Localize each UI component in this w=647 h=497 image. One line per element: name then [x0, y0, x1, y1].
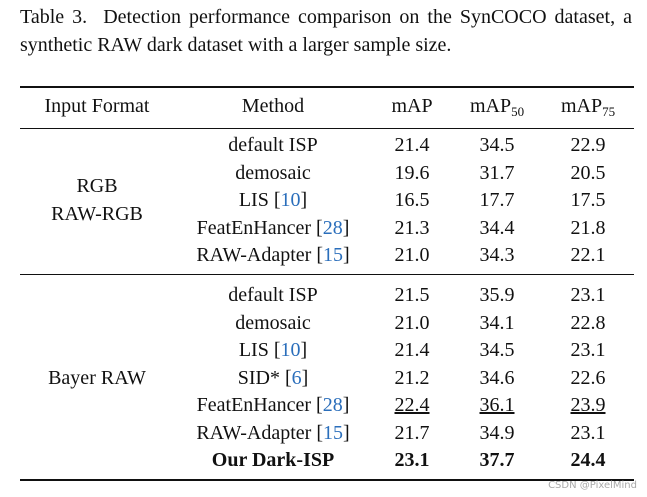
citation: 28 [322, 216, 343, 239]
method-bracket: ] [300, 189, 308, 211]
score-cell: 21.4 [394, 134, 430, 156]
header-cell: mAP50 [470, 94, 524, 118]
score-cell: 35.9 [479, 284, 515, 306]
citation: 15 [323, 244, 344, 266]
method-cell: demosaic [235, 161, 311, 184]
method-cell: Our Dark-ISP [211, 449, 335, 471]
method-bracket: ] [301, 366, 309, 389]
score-cell: 23.1 [570, 339, 606, 361]
score-cell: 19.6 [394, 161, 430, 184]
method-bracket: ] [343, 244, 350, 266]
score-cell: 34.4 [479, 216, 515, 239]
method-cell: default ISP [228, 134, 318, 156]
score-cell: 17.5 [570, 189, 606, 211]
method-bracket: ] [342, 394, 350, 416]
score-cell: 37.7 [479, 449, 515, 471]
score-cell: 22.9 [570, 134, 606, 156]
score-cell: 36.1 [479, 394, 515, 416]
citation: 6 [291, 366, 302, 389]
header-cell: Method [242, 94, 304, 118]
header-sub: 50 [511, 104, 525, 119]
score-cell: 23.1 [394, 449, 430, 471]
score-cell: 22.6 [570, 366, 606, 389]
score-cell: 21.7 [394, 421, 430, 444]
group-rule [20, 274, 634, 275]
score-cell: 22.4 [394, 394, 430, 416]
score-cell: 16.5 [394, 189, 430, 211]
method-cell: RAW-Adapter [15] [196, 421, 349, 445]
score-cell: 34.6 [479, 366, 515, 389]
method-cell: default ISP [228, 284, 318, 306]
method-name: RAW-Adapter [ [196, 421, 324, 444]
score-cell: 21.3 [394, 216, 430, 239]
group-label: RGB [76, 175, 118, 197]
caption-text: Detection performance comparison on the … [20, 6, 632, 56]
score-cell: 34.3 [479, 244, 515, 266]
method-name: RAW-Adapter [ [196, 244, 324, 266]
score-cell: 22.1 [570, 244, 606, 266]
header-cell: mAP75 [561, 94, 615, 118]
score-cell: 34.9 [479, 421, 515, 444]
header-cell: Input Format [45, 94, 150, 118]
caption-label: Table 3. [20, 6, 88, 28]
score-cell: 31.7 [479, 161, 515, 184]
method-cell: SID* [6] [238, 366, 309, 390]
header-text: Method [241, 95, 305, 117]
method-cell: demosaic [235, 311, 311, 334]
watermark: CSDN @PixelMind [548, 480, 637, 491]
method-name: SID* [ [237, 366, 292, 389]
method-bracket: ] [342, 216, 350, 239]
header-text: mAP [560, 95, 603, 117]
method-cell: LIS [10] [239, 338, 307, 362]
header-text: Input Format [44, 95, 150, 117]
score-cell: 21.0 [394, 244, 430, 266]
score-cell: 17.7 [479, 189, 515, 211]
top-rule [20, 86, 634, 88]
header-sub: 75 [602, 104, 616, 119]
citation: 10 [280, 339, 301, 361]
score-cell: 20.5 [570, 161, 606, 184]
bottom-rule [20, 479, 634, 481]
method-name: LIS [ [238, 339, 281, 361]
header-text: mAP [391, 95, 433, 117]
score-cell: 34.1 [479, 311, 515, 334]
method-cell: FeatEnHancer [28] [197, 393, 350, 417]
method-bracket: ] [343, 421, 350, 444]
method-cell: FeatEnHancer [28] [197, 216, 350, 240]
method-cell: RAW-Adapter [15] [196, 243, 349, 267]
citation: 10 [280, 189, 301, 211]
header-cell: mAP [391, 94, 432, 118]
method-bracket: ] [300, 339, 308, 361]
score-cell: 34.5 [479, 134, 515, 156]
citation: 15 [323, 421, 344, 444]
method-cell: LIS [10] [239, 188, 307, 212]
group-label: Bayer RAW [48, 366, 146, 389]
score-cell: 34.5 [479, 339, 515, 361]
score-cell: 21.8 [570, 216, 606, 239]
score-cell: 24.4 [570, 449, 606, 471]
header-text: mAP [469, 95, 512, 117]
score-cell: 23.9 [570, 394, 606, 416]
score-cell: 23.1 [570, 421, 606, 444]
score-cell: 22.8 [570, 311, 606, 334]
method-name: FeatEnHancer [ [196, 216, 323, 239]
group-label: RAW-RGB [51, 203, 143, 225]
score-cell: 21.0 [394, 311, 430, 334]
score-cell: 23.1 [570, 284, 606, 306]
score-cell: 21.2 [394, 366, 430, 389]
method-name: LIS [ [238, 189, 281, 211]
caption: Table 3. Detection performance compariso… [20, 3, 632, 59]
mid-rule [20, 128, 634, 129]
citation: 28 [322, 394, 343, 416]
method-name: FeatEnHancer [ [196, 394, 323, 416]
score-cell: 21.4 [394, 339, 430, 361]
score-cell: 21.5 [394, 284, 430, 306]
